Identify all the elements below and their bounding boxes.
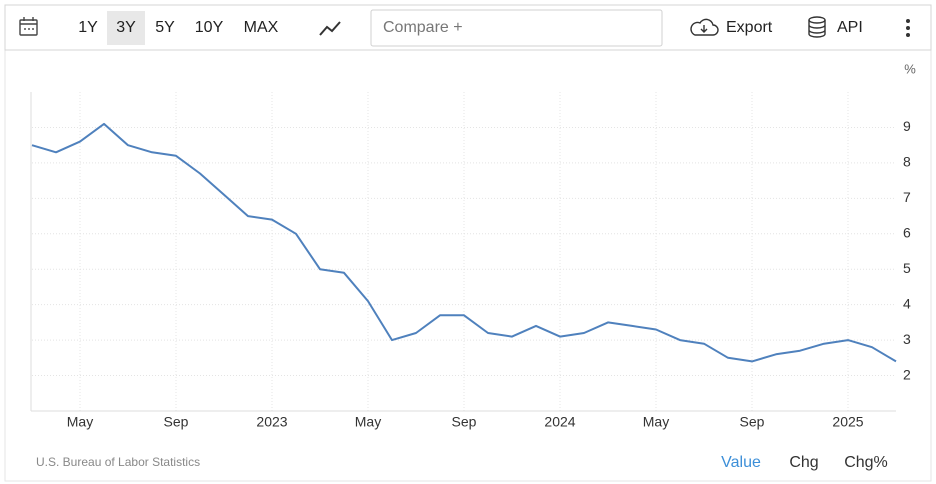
frame xyxy=(4,4,932,482)
x-tick-label: 2025 xyxy=(832,414,863,430)
range-button[interactable]: MAX xyxy=(244,19,279,36)
x-tick-label: May xyxy=(67,414,93,430)
chart-type-icon[interactable] xyxy=(319,21,341,36)
x-tick-label: 2023 xyxy=(256,414,287,430)
y-tick-label: 5 xyxy=(903,260,911,276)
x-tick-label: 2024 xyxy=(544,414,575,430)
export-button[interactable]: Export xyxy=(726,19,773,36)
y-tick-label: 2 xyxy=(903,366,911,382)
y-tick-label: 4 xyxy=(903,295,911,311)
y-tick-label: 3 xyxy=(903,331,911,347)
range-button[interactable]: 5Y xyxy=(155,19,175,36)
x-tick-label: Sep xyxy=(164,414,189,430)
x-tick-label: May xyxy=(355,414,381,430)
view-button[interactable]: Chg% xyxy=(844,454,888,471)
x-tick-label: Sep xyxy=(452,414,477,430)
compare-placeholder[interactable]: Compare + xyxy=(383,19,463,36)
data-line xyxy=(31,122,897,363)
range-button[interactable]: 1Y xyxy=(78,19,98,36)
api-icon[interactable] xyxy=(808,16,826,38)
export-icon[interactable] xyxy=(690,18,719,36)
x-tick-label: May xyxy=(643,414,669,430)
y-unit: % xyxy=(904,61,916,76)
x-tick-label: Sep xyxy=(740,414,765,430)
y-tick-label: 7 xyxy=(903,189,911,205)
source: U.S. Bureau of Labor Statistics xyxy=(36,455,200,469)
y-tick-label: 9 xyxy=(903,118,911,134)
api-button[interactable]: API xyxy=(837,19,863,36)
compare-box[interactable] xyxy=(370,9,663,47)
range-active-bg xyxy=(107,11,145,45)
calendar-icon[interactable] xyxy=(19,17,38,36)
range-button[interactable]: 10Y xyxy=(195,19,224,36)
range-button[interactable]: 3Y xyxy=(116,19,136,36)
view-button[interactable]: Value xyxy=(721,454,761,471)
y-tick-label: 6 xyxy=(903,224,911,240)
y-tick-label: 8 xyxy=(903,154,911,170)
menu-icon[interactable] xyxy=(906,19,910,37)
view-button[interactable]: Chg xyxy=(789,454,818,471)
